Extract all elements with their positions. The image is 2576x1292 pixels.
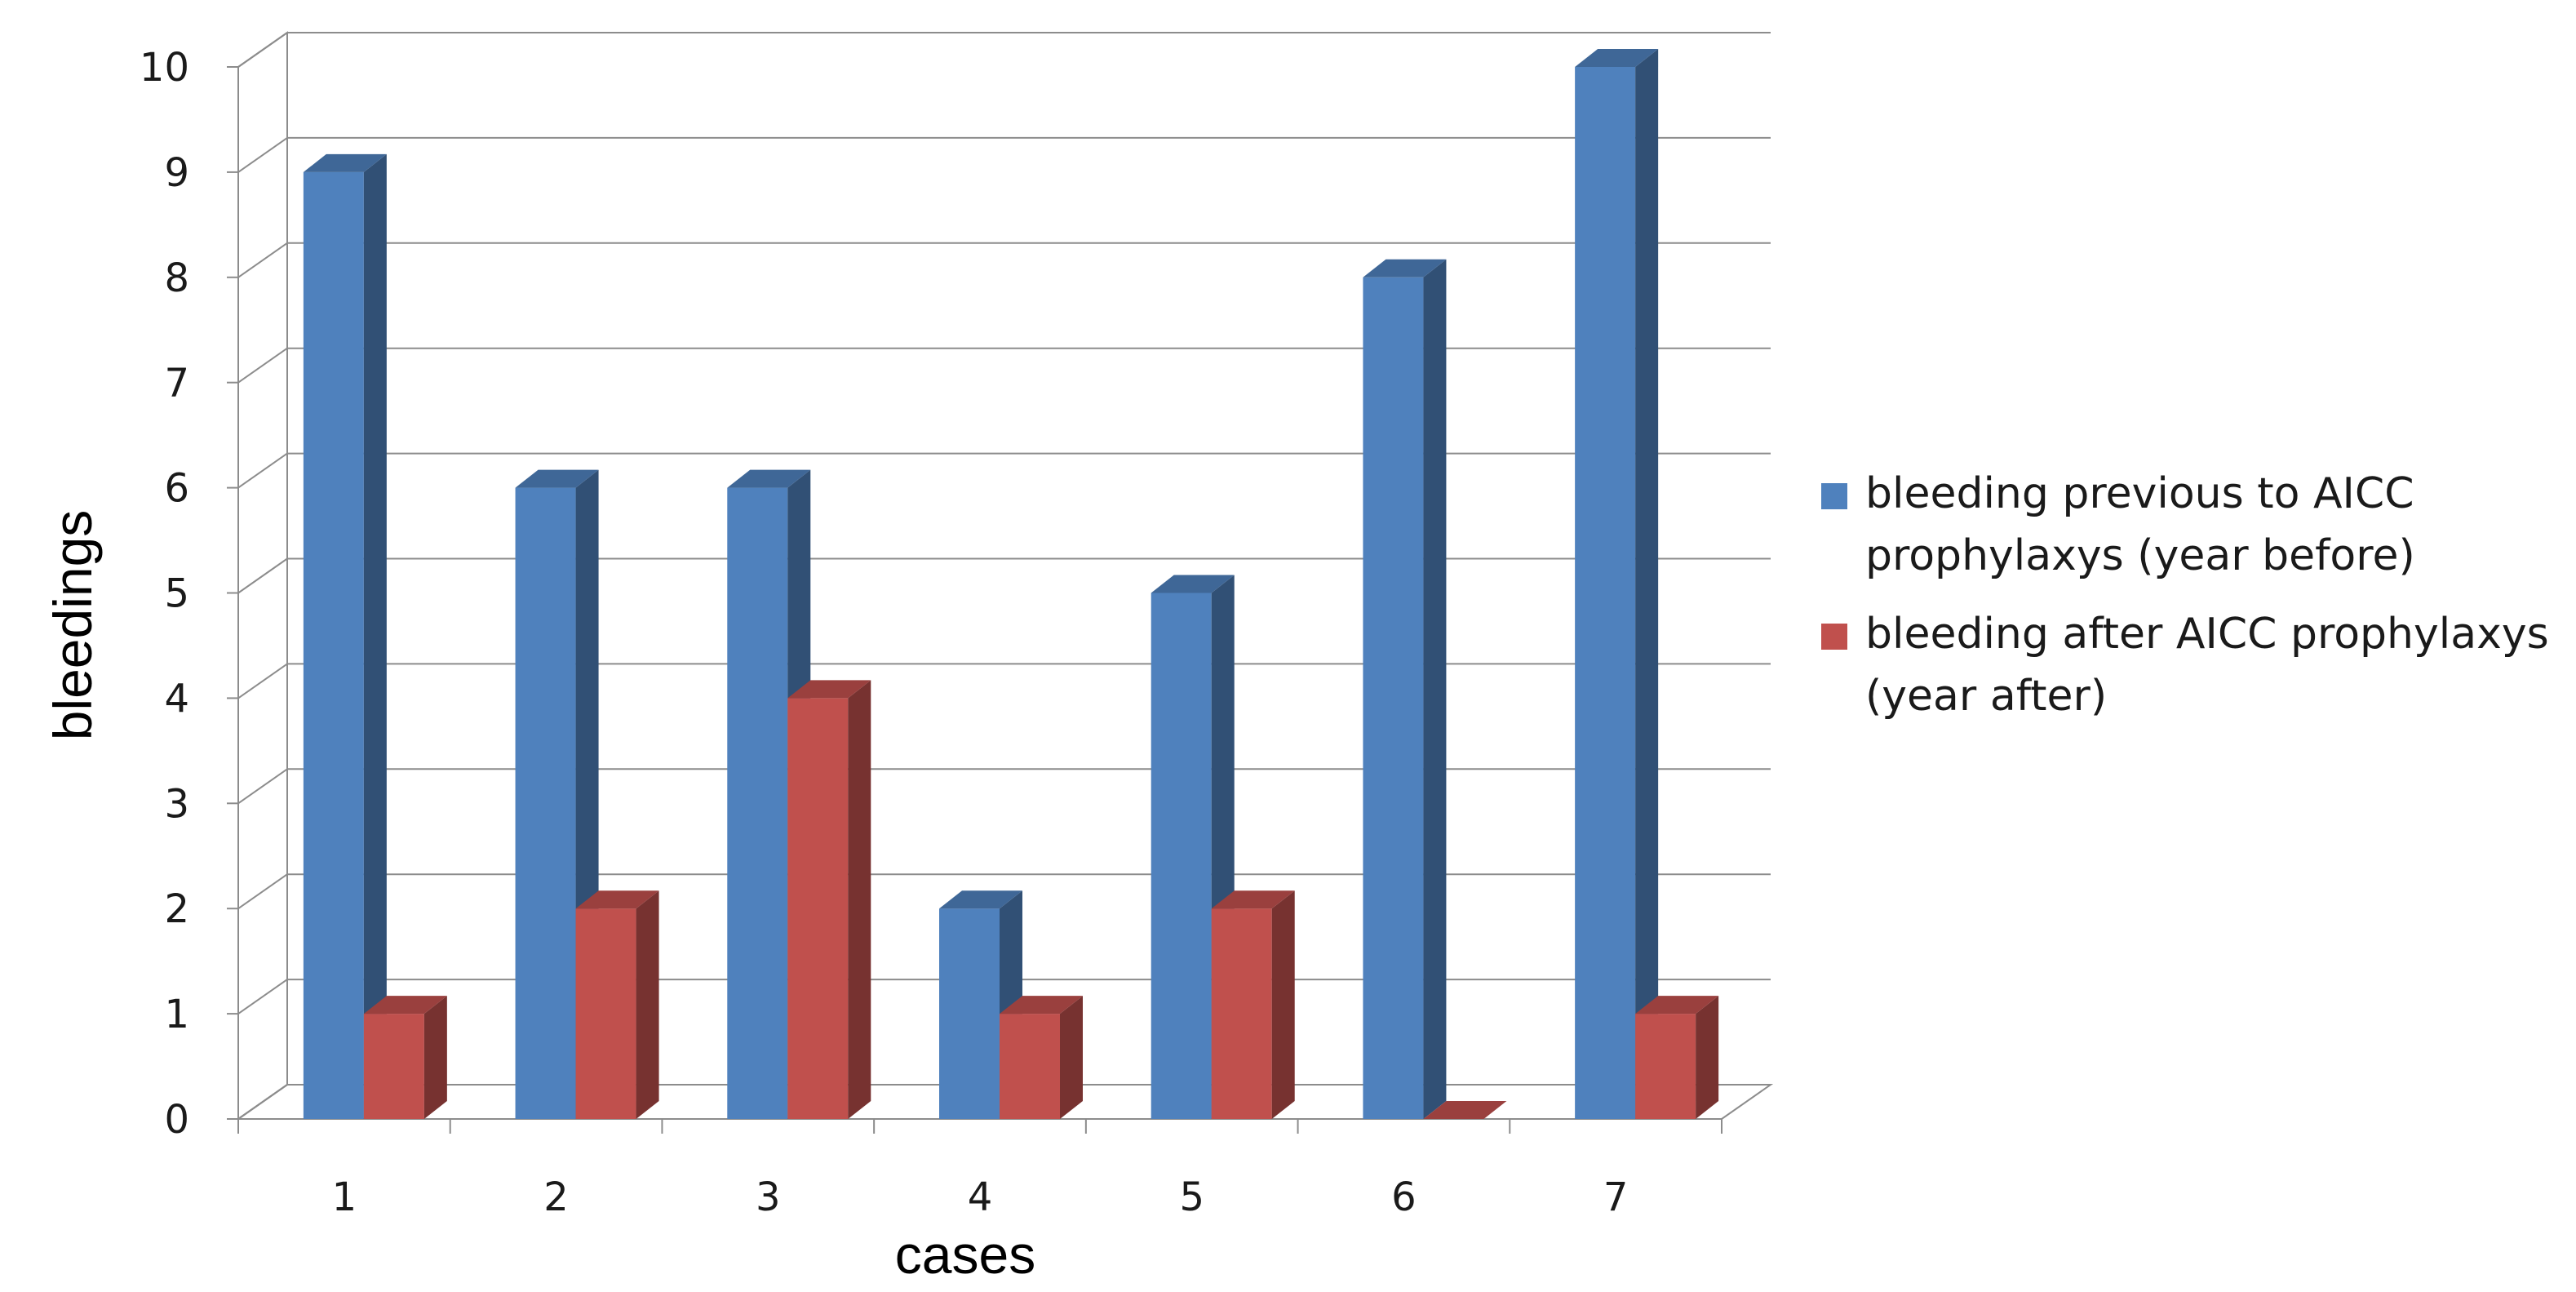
legend: bleeding previous to AICC prophylaxys (ye… — [1821, 469, 2549, 721]
y-tick-label: 5 — [164, 571, 189, 617]
bar-side — [1635, 49, 1659, 1119]
bar-top — [1363, 259, 1447, 277]
legend-label: prophylaxys (year before) — [1865, 531, 2415, 580]
gridline-side — [237, 1084, 288, 1120]
legend-label: bleeding after AICC prophylaxys — [1865, 610, 2549, 659]
y-tick-label: 3 — [164, 781, 189, 827]
bar-top — [787, 680, 871, 699]
legend-swatch — [1821, 483, 1847, 509]
y-tick-label: 8 — [164, 255, 189, 301]
bar-front — [303, 171, 364, 1119]
gridline-side — [237, 873, 288, 910]
bar-front — [1211, 908, 1272, 1119]
y-tick-label: 7 — [164, 361, 189, 406]
bar-front — [787, 698, 849, 1119]
bar-top — [1211, 890, 1295, 909]
bar-before-case-1 — [303, 153, 387, 1119]
bar-front — [575, 908, 636, 1119]
bar-side — [1423, 259, 1447, 1119]
bar-after-case-4 — [1000, 996, 1083, 1119]
bar-front — [515, 487, 576, 1119]
bar-side — [1060, 996, 1083, 1119]
bar-side — [1271, 890, 1295, 1119]
bar-side — [636, 890, 659, 1119]
x-tick-label: 4 — [968, 1174, 993, 1220]
gridline-side — [237, 137, 288, 173]
bar-top — [1151, 575, 1235, 593]
bar-top — [727, 469, 811, 488]
bar-after-case-3 — [787, 680, 871, 1119]
bar-front — [1151, 593, 1212, 1119]
gridline-side — [237, 557, 288, 594]
bar-before-case-6 — [1363, 259, 1447, 1119]
bar-side — [1696, 996, 1719, 1119]
bar-front — [363, 1014, 424, 1119]
y-tick-label: 10 — [140, 45, 189, 91]
y-tick-labels: 0 1 2 3 4 5 6 7 8 9 10 — [140, 45, 189, 1143]
bar-front — [727, 487, 788, 1119]
bar-front — [939, 908, 1000, 1119]
bar-after-case-1 — [363, 996, 447, 1119]
bar-side — [423, 996, 447, 1119]
bar-top — [363, 996, 447, 1015]
gridline-side — [237, 452, 288, 489]
bar-after-case-2 — [575, 890, 659, 1119]
y-tick-label: 1 — [164, 992, 189, 1037]
bar-front — [1635, 1014, 1696, 1119]
bar-after-case-5 — [1211, 890, 1295, 1119]
bar-top — [575, 890, 659, 909]
bars — [303, 49, 1719, 1119]
bar-side — [363, 153, 387, 1119]
gridline-side — [237, 979, 288, 1015]
x-tick-label: 2 — [543, 1174, 569, 1220]
x-tick-label: 3 — [756, 1174, 781, 1220]
bar-top — [939, 890, 1022, 909]
x-tick-labels: 1 2 3 4 5 6 7 — [332, 1174, 1629, 1220]
bar-before-case-7 — [1575, 49, 1659, 1119]
y-tick-label: 9 — [164, 150, 189, 196]
y-tick-label: 4 — [164, 676, 189, 721]
y-tick-label: 6 — [164, 466, 189, 512]
bar-side — [848, 680, 871, 1119]
bar-front — [1575, 67, 1636, 1119]
bar-front — [1363, 277, 1424, 1119]
bar-after-case-6 — [1423, 1101, 1507, 1119]
x-axis-title: cases — [895, 1224, 1035, 1285]
bar-front — [1000, 1014, 1060, 1119]
y-tick-label: 2 — [164, 886, 189, 932]
x-tick-label: 5 — [1179, 1174, 1204, 1220]
gridline-side — [237, 242, 288, 278]
y-axis-title: bleedings — [42, 510, 103, 741]
bar-top — [1575, 49, 1659, 67]
gridline-side — [237, 768, 288, 805]
bar-top — [1000, 996, 1083, 1015]
legend-label: (year after) — [1865, 672, 2107, 721]
legend-label: bleeding previous to AICC — [1865, 469, 2414, 518]
x-tick-label: 6 — [1391, 1174, 1417, 1220]
bar-after-case-7 — [1635, 996, 1719, 1119]
gridline-side — [237, 32, 288, 68]
bar-top — [1423, 1101, 1507, 1119]
bar-top — [515, 469, 599, 488]
legend-swatch — [1821, 624, 1847, 650]
x-tick-label: 7 — [1603, 1174, 1629, 1220]
x-tick-label: 1 — [332, 1174, 357, 1220]
gridline-side — [237, 347, 288, 384]
y-tick-label: 0 — [164, 1097, 189, 1143]
gridline-side — [237, 663, 288, 699]
bar-top — [303, 153, 387, 172]
bar-top — [1635, 996, 1719, 1015]
